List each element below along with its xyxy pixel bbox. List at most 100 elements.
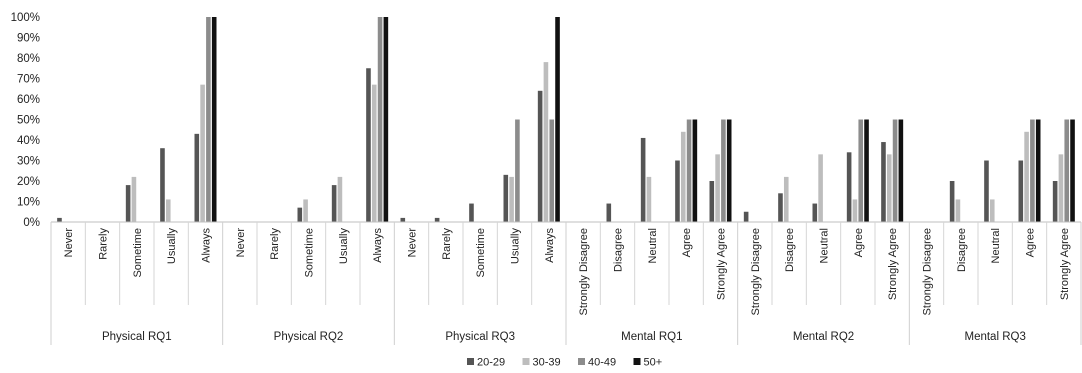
category-label: Neutral: [819, 228, 831, 263]
category-label: Agree: [853, 228, 865, 257]
category-label: Never: [63, 228, 75, 258]
bar: [881, 142, 886, 222]
category-label: Neutral: [647, 228, 659, 263]
bar: [125, 185, 131, 222]
bar: [955, 199, 961, 222]
bar: [709, 181, 715, 222]
bar: [469, 203, 474, 222]
group-label: Physical RQ1: [102, 331, 172, 343]
legend-label: 30-39: [533, 357, 561, 369]
category-label: Disagree: [956, 228, 968, 272]
category-label: Strongly Disagree: [750, 228, 762, 315]
category-label: Never: [235, 228, 247, 258]
category-label: Strongly Disagree: [578, 228, 590, 315]
legend-label: 40-49: [588, 357, 616, 369]
bar: [680, 131, 686, 222]
bar: [543, 62, 549, 222]
y-tick-label: 50%: [17, 115, 40, 127]
bar: [686, 119, 692, 222]
category-label: Strongly Agree: [1059, 228, 1071, 300]
category-label: Rarely: [98, 228, 110, 260]
category-label: Rarely: [441, 228, 453, 260]
bar: [783, 176, 789, 222]
category-label: Disagree: [613, 228, 625, 272]
bar: [858, 119, 864, 222]
bar: [297, 207, 303, 222]
group-label: Mental RQ1: [621, 331, 682, 343]
bar: [640, 137, 646, 222]
bar: [400, 217, 406, 222]
bar: [721, 119, 726, 222]
y-tick-label: 90%: [17, 33, 40, 45]
y-tick-label: 60%: [17, 94, 40, 106]
bar: [984, 160, 989, 222]
group-label: Mental RQ2: [793, 331, 854, 343]
bar: [1018, 160, 1024, 222]
bar: [1070, 119, 1075, 222]
bar: [886, 154, 892, 222]
bar: [692, 119, 698, 222]
bar: [303, 199, 308, 222]
bar: [1058, 154, 1064, 222]
legend-swatch: [467, 358, 474, 365]
legend-label: 20-29: [477, 357, 505, 369]
bar: [1030, 119, 1035, 222]
bar: [331, 185, 337, 222]
bar: [606, 203, 612, 222]
bar: [509, 176, 514, 222]
bar: [646, 176, 652, 222]
category-label: Always: [544, 228, 556, 263]
bar: [892, 119, 898, 222]
x-axis: Never Rarely Sometime Usually Always Physical…: [50, 221, 1082, 345]
bar: [1064, 119, 1070, 222]
bar: [515, 119, 520, 222]
bar: [337, 176, 343, 222]
bar: [160, 148, 165, 222]
category-label: Agree: [1025, 228, 1037, 257]
bar: [503, 174, 509, 222]
legend-swatch: [578, 358, 585, 365]
y-tick-label: 100%: [11, 12, 40, 24]
category-label: Neutral: [990, 228, 1002, 263]
y-tick-label: 30%: [17, 156, 40, 168]
y-tick-label: 0%: [23, 217, 40, 229]
bar: [366, 68, 371, 222]
bar: [818, 154, 823, 222]
bar: [57, 217, 62, 222]
bar: [846, 152, 852, 222]
bar: [371, 84, 377, 223]
bar: [537, 90, 543, 222]
bar: [1035, 119, 1041, 222]
y-tick-label: 80%: [17, 53, 40, 65]
category-label: Strongly Disagree: [922, 228, 934, 315]
bar: [549, 119, 555, 222]
category-label: Rarely: [269, 228, 281, 260]
bar: [206, 17, 211, 222]
bar: [812, 203, 818, 222]
bar: [1052, 181, 1058, 222]
bar: [383, 17, 389, 222]
bar: [200, 84, 205, 223]
bar: [726, 119, 732, 222]
y-tick-label: 20%: [17, 176, 40, 188]
bar: [555, 17, 560, 222]
bar: [131, 176, 137, 222]
legend-swatch: [633, 358, 641, 365]
y-tick-label: 40%: [17, 135, 40, 147]
category-label: Strongly Agree: [887, 228, 899, 300]
category-label: Sometime: [132, 228, 144, 278]
bar: [675, 160, 680, 222]
category-label: Never: [407, 228, 419, 258]
bar: [1024, 131, 1029, 222]
bar: [165, 199, 171, 222]
category-label: Usually: [166, 228, 178, 265]
bar: [434, 217, 440, 222]
bar: [989, 199, 995, 222]
y-tick-label: 10%: [17, 197, 40, 209]
category-label: Sometime: [475, 228, 487, 278]
bar: [743, 211, 749, 222]
group-label: Physical RQ3: [445, 331, 515, 343]
bars: [57, 17, 1075, 223]
category-label: Agree: [681, 228, 693, 257]
